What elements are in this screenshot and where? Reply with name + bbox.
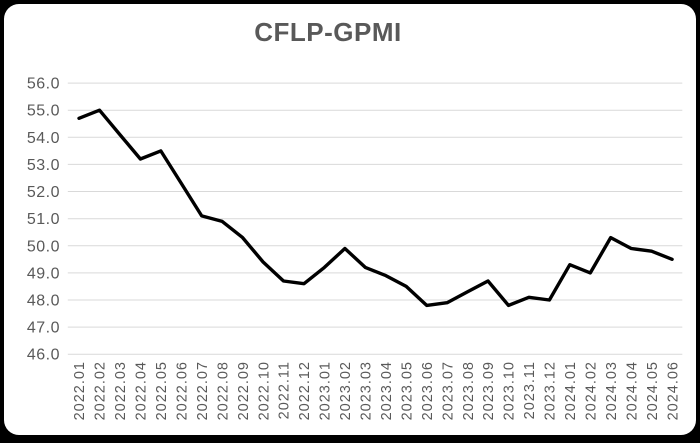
y-axis-label: 46.0: [27, 347, 60, 364]
x-axis-label: 2022.05: [154, 361, 170, 420]
y-axis-label: 48.0: [27, 293, 60, 310]
y-axis-label: 49.0: [27, 265, 60, 282]
x-axis-label: 2023.04: [379, 361, 395, 420]
x-axis-label: 2024.02: [584, 361, 600, 420]
x-axis-label: 2022.11: [277, 361, 293, 419]
x-axis-label: 2023.12: [543, 361, 559, 420]
x-axis-label: 2024.04: [624, 361, 640, 420]
y-axis-label: 52.0: [27, 184, 60, 201]
line-chart: 56.0 55.0 54.0 53.0 52.0 51.0 50.0 49.0 48.0 47.0…: [27, 76, 683, 420]
y-axis-label: 53.0: [27, 157, 60, 174]
x-axis-label: 2023.11: [522, 361, 538, 419]
x-axis-label: 2024.01: [563, 361, 579, 420]
y-axis-label: 51.0: [27, 211, 60, 228]
x-axis-label: 2022.10: [256, 361, 272, 420]
y-axis-label: 50.0: [27, 238, 60, 255]
x-axis-label: 2024.06: [665, 361, 681, 420]
chart-title: CFLP-GPMI: [254, 17, 402, 47]
x-axis-label: 2022.06: [175, 361, 191, 420]
x-axis-label: 2024.05: [645, 361, 661, 420]
x-axis-label: 2022.07: [195, 361, 211, 420]
x-axis-label: 2022.03: [113, 361, 129, 420]
x-axis-label: 2022.09: [236, 361, 252, 420]
x-axis-label: 2022.08: [215, 361, 231, 420]
x-axis-label: 2023.07: [440, 361, 456, 420]
y-axis-label: 54.0: [27, 130, 60, 147]
data-series-line: [77, 108, 674, 308]
y-axis-label: 47.0: [27, 320, 60, 337]
x-axis-label: 2023.03: [359, 361, 375, 420]
x-axis-label: 2022.02: [93, 361, 109, 420]
chart-card: CFLP-GPMI 56.0 55.0 54.0 53.0 52.0 51.0 50.0 49…: [4, 4, 696, 435]
x-axis-label: 2023.05: [399, 361, 415, 420]
x-axis-label: 2024.03: [604, 361, 620, 420]
x-axis-label: 2023.10: [502, 361, 518, 420]
y-axis-label: 55.0: [27, 103, 60, 120]
x-axis-label: 2023.02: [338, 361, 354, 420]
y-axis-label: 56.0: [27, 76, 60, 93]
x-axis-label: 2022.04: [134, 361, 150, 420]
x-axis-label: 2023.01: [318, 361, 334, 420]
x-axis-label: 2023.08: [461, 361, 477, 420]
x-axis-label: 2023.09: [481, 361, 497, 420]
x-axis-label: 2022.01: [72, 361, 88, 420]
x-axis-label: 2022.12: [297, 361, 313, 420]
x-axis-label: 2023.06: [420, 361, 436, 420]
